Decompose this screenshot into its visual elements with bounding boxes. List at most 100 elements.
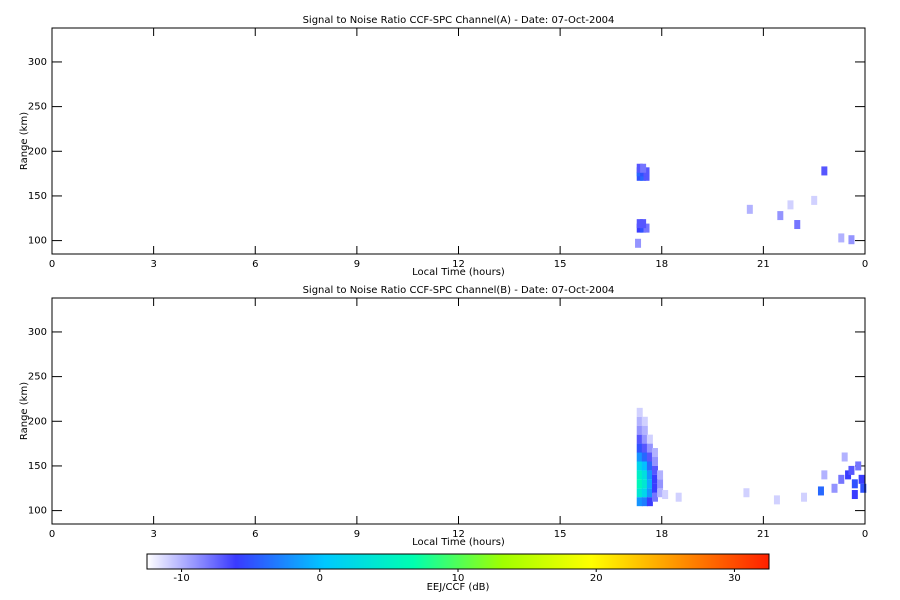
x-tick-label: 3 [150,529,156,540]
heatmap-cell [636,219,643,229]
heatmap-cell [646,470,653,480]
heatmap-cell [845,470,852,480]
heatmap-cell [636,416,643,426]
heatmap-cell [838,233,845,243]
heatmap-cell [794,220,801,230]
x-tick-label: 0 [49,529,55,540]
heatmap-cell [636,407,643,417]
x-tick-label: 9 [354,529,360,540]
heatmap-cell [636,452,643,462]
colorbar-tick-label: 0 [317,573,323,584]
x-axis-label: Local Time (hours) [412,537,505,548]
y-tick-label: 150 [28,191,47,202]
heatmap-cell [858,474,865,484]
heatmap-cell [662,490,669,500]
heatmap-cell [641,416,648,426]
x-tick-label: 12 [452,259,465,270]
heatmap-cell [636,434,643,444]
colorbar-tick-label: 30 [728,573,741,584]
heatmap-cell [651,456,658,466]
colorbar-tick-label: 10 [452,573,465,584]
x-tick-label: 15 [554,529,567,540]
heatmap-cell [657,479,664,489]
x-tick-label: 6 [252,529,258,540]
heatmap-cell [651,483,658,493]
heatmap-cell [651,465,658,475]
heatmap-cell [641,470,648,480]
y-tick-label: 300 [28,327,47,338]
heatmap-cell [787,200,794,210]
colorbar-label: EEJ/CCF (dB) [427,582,490,593]
colorbar-tick-label: -10 [173,573,189,584]
x-tick-label: 21 [757,259,770,270]
heatmap-cell [777,211,784,221]
x-axis-label: Local Time (hours) [412,267,505,278]
heatmap-cell [851,490,858,500]
heatmap-cell [646,443,653,453]
x-tick-label: 0 [862,259,868,270]
x-tick-label: 18 [655,529,668,540]
heatmap-cell [851,479,858,489]
heatmap-cell [636,488,643,498]
heatmap-cell [657,470,664,480]
heatmap-cell [841,452,848,462]
heatmap-cell [640,163,647,173]
plot-frame [51,27,866,255]
heatmap-cell [641,479,648,489]
y-tick-label: 200 [28,146,47,157]
y-tick-label: 100 [28,236,47,247]
heatmap-cell [860,483,867,493]
heatmap-cell [838,474,845,484]
chart-title: Signal to Noise Ratio CCF-SPC Channel(B)… [303,285,615,296]
y-tick-label: 250 [28,102,47,113]
chart-title: Signal to Noise Ratio CCF-SPC Channel(A)… [303,15,615,26]
panel: Signal to Noise Ratio CCF-SPC Channel(A)… [19,15,868,278]
heatmap-cell [636,479,643,489]
heatmap-cell [643,223,650,233]
y-tick-label: 150 [28,461,47,472]
heatmap-cell [743,488,750,498]
plot-frame [51,297,866,525]
heatmap-cell [831,483,838,493]
heatmap-cell [646,488,653,498]
heatmap-cell [641,425,648,435]
heatmap-cell [657,488,664,498]
heatmap-cell [641,452,648,462]
heatmap-cell [641,488,648,498]
y-tick-label: 300 [28,57,47,68]
heatmap-cell [636,163,643,173]
heatmap-cell [636,425,643,435]
heatmap-cell [636,470,643,480]
x-tick-label: 0 [862,529,868,540]
heatmap-cell [646,497,653,507]
heatmap-cell [651,448,658,458]
heatmap-cell [641,443,648,453]
y-axis-label: Range (km) [19,382,30,440]
heatmap-cell [641,461,648,471]
heatmap-cell [651,492,658,502]
colorbar [146,553,770,570]
heatmap-cell [646,434,653,444]
heatmap-cell [821,166,828,176]
colorbar-tick-label: 20 [590,573,603,584]
panel: Signal to Noise Ratio CCF-SPC Channel(B)… [19,285,868,548]
x-tick-label: 0 [49,259,55,270]
x-tick-label: 6 [252,259,258,270]
heatmap-cell [641,497,648,507]
heatmap-cell [643,167,650,177]
heatmap-cell [675,492,682,502]
heatmap-cell [848,465,855,475]
x-tick-label: 15 [554,259,567,270]
heatmap-cell [646,461,653,471]
heatmap-cell [636,461,643,471]
heatmap-cell [821,470,828,480]
x-tick-label: 18 [655,259,668,270]
axes [51,28,866,254]
heatmap-cell [817,486,824,496]
x-tick-label: 3 [150,259,156,270]
heatmap-cell [811,195,818,205]
heatmap-cell [641,434,648,444]
heatmap-cell [635,238,642,248]
